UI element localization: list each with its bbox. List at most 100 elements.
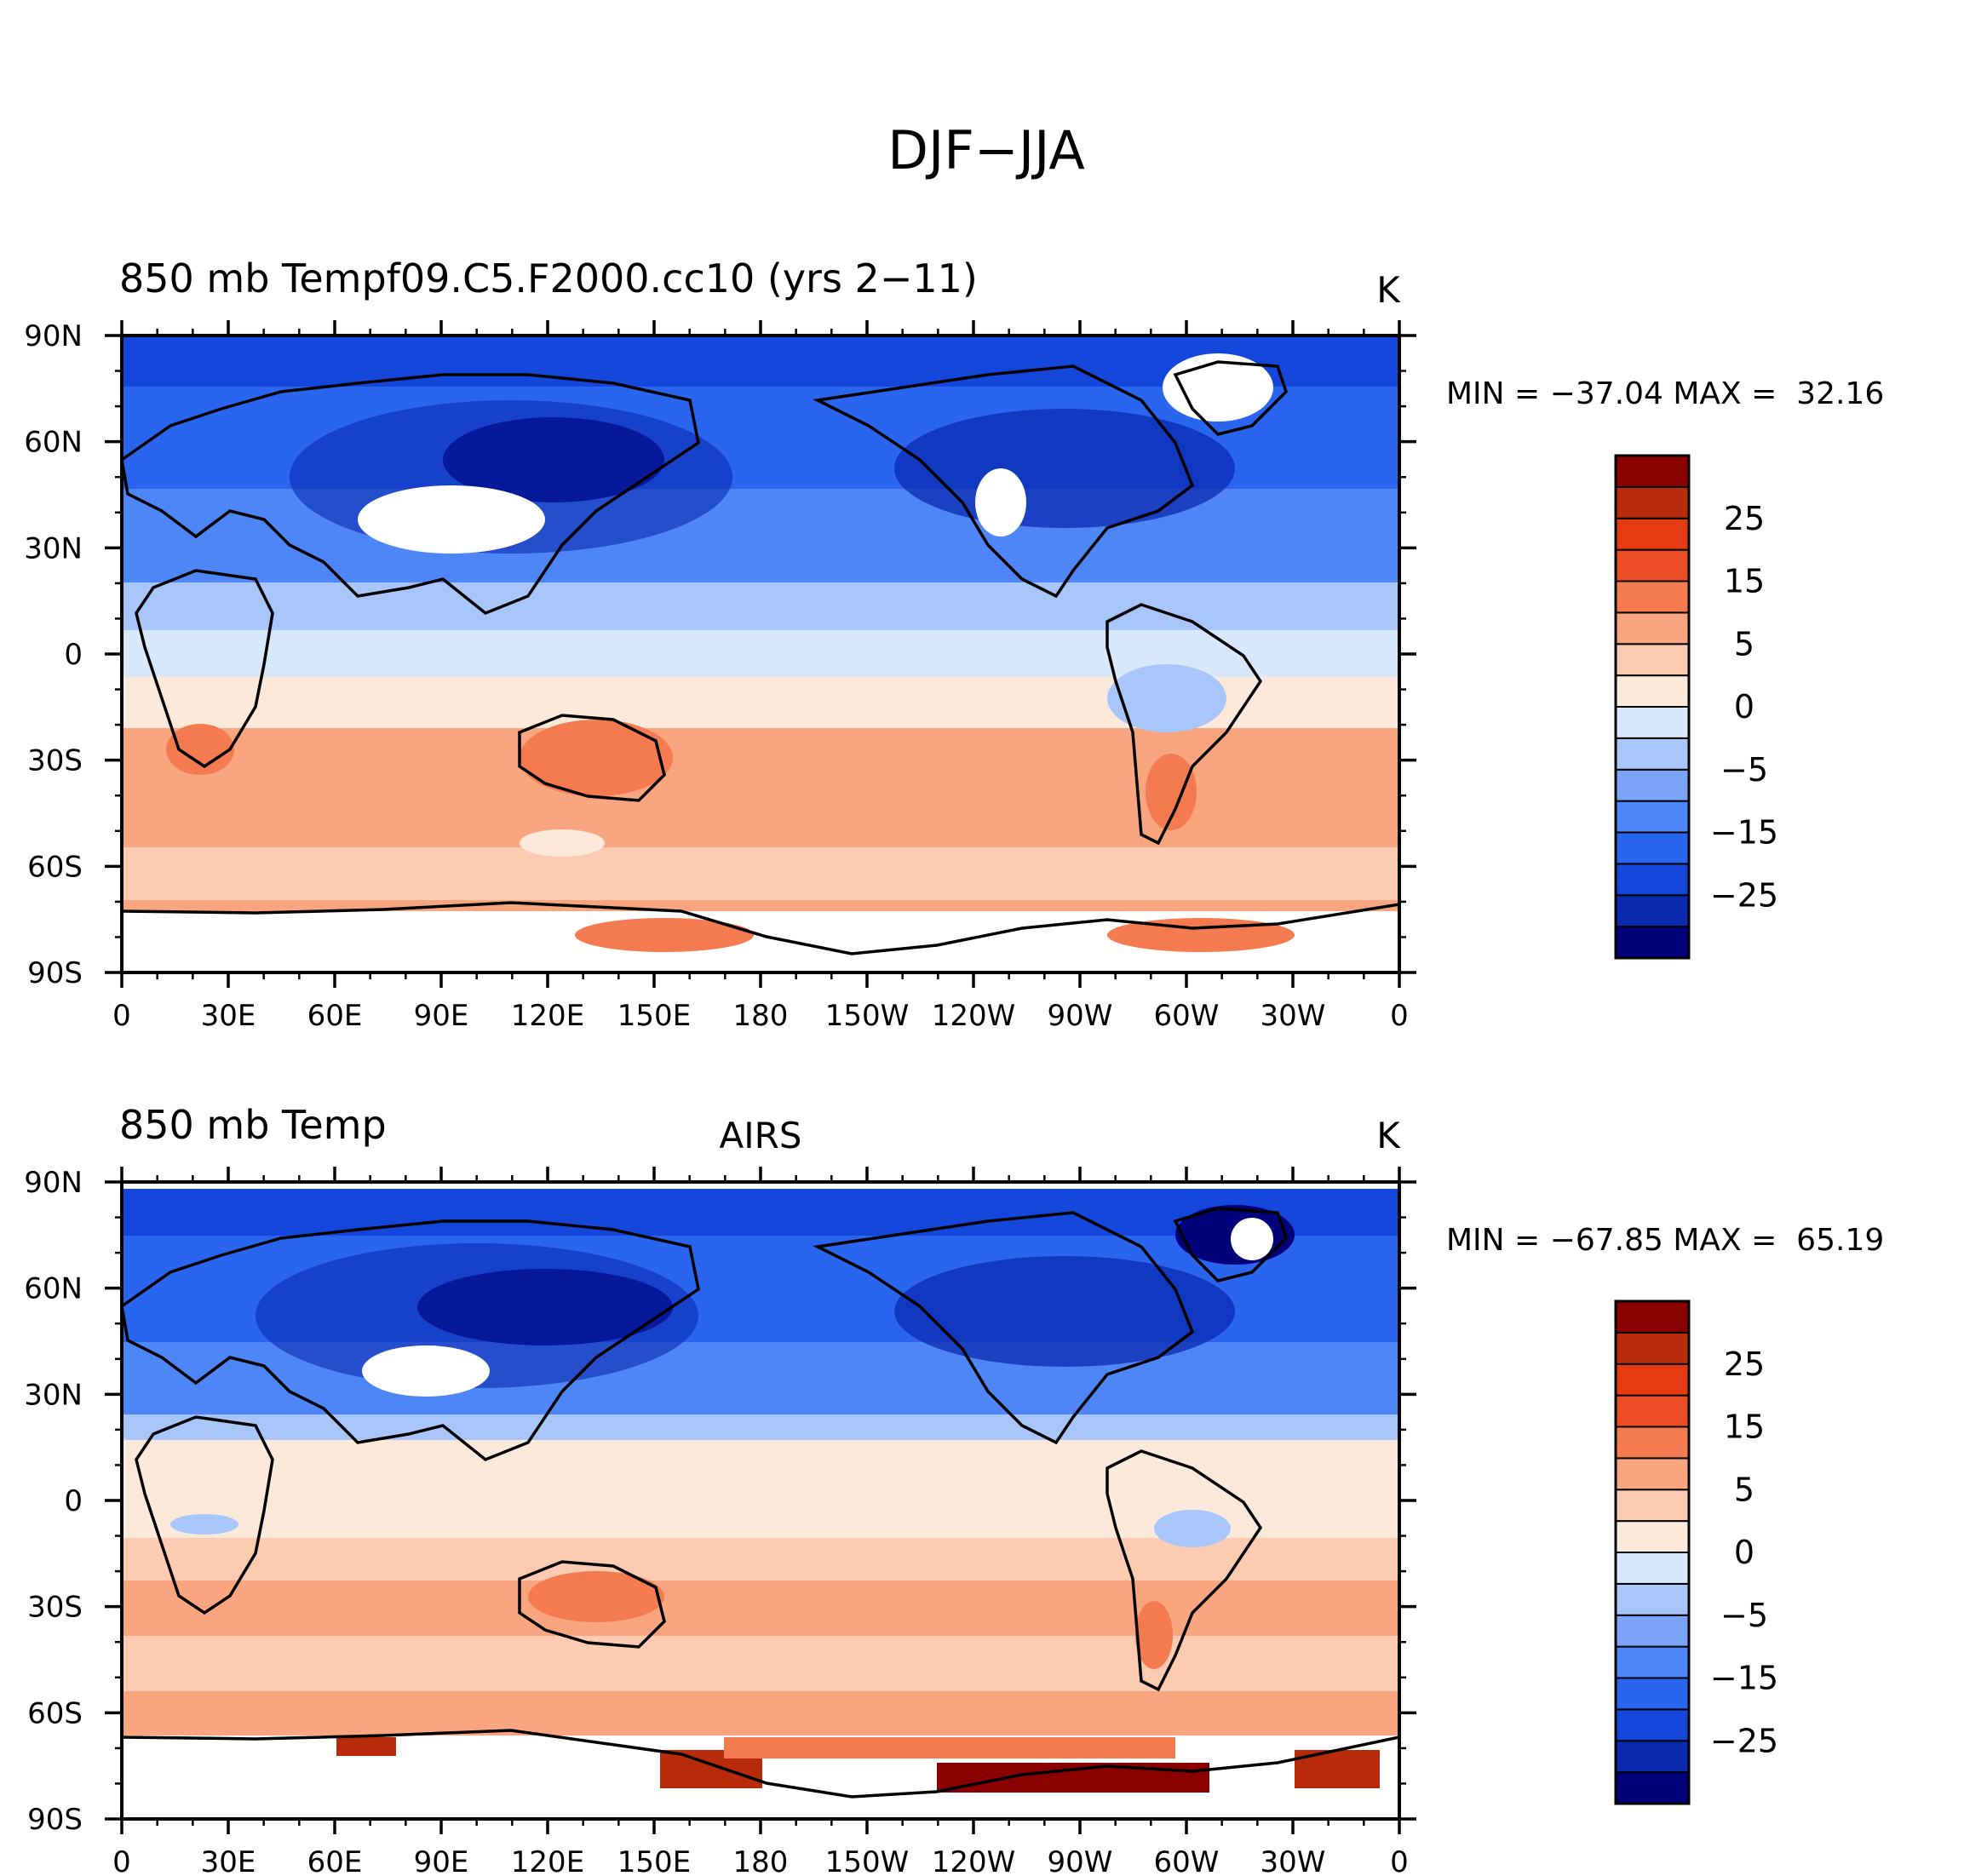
tibet-masked xyxy=(358,485,545,554)
canada-cold xyxy=(894,409,1235,528)
colorbar: 25 15 5 0 −5 −15 −25 xyxy=(1614,454,1778,960)
x-tick-label: 30W xyxy=(1261,1845,1326,1876)
colorbar-swatch xyxy=(1615,1331,1690,1365)
colorbar-label: 25 xyxy=(1724,500,1765,537)
band-trop-north xyxy=(122,582,1399,630)
x-tick-label: 0 xyxy=(112,1845,131,1876)
x-tick-label: 0 xyxy=(1390,1845,1409,1876)
colorbar-label: −25 xyxy=(1710,1722,1778,1759)
coastlines xyxy=(122,1207,1399,1799)
southern-africa-warm xyxy=(166,724,234,775)
x-tick-label: 60W xyxy=(1154,999,1220,1033)
x-tick-label: 120E xyxy=(511,999,584,1033)
coast-greenland xyxy=(1173,360,1289,436)
colorbar-swatch xyxy=(1615,1457,1690,1491)
colorbar-swatch xyxy=(1615,737,1690,771)
colorbar-label: 5 xyxy=(1734,1471,1754,1508)
band-trop-north xyxy=(122,1414,1399,1440)
x-tick-label: 90E xyxy=(414,999,469,1033)
x-tick-label: 150W xyxy=(825,999,910,1033)
y-tick-label: 0 xyxy=(64,1484,83,1518)
colorbar-swatch xyxy=(1615,706,1690,739)
colorbar-label: −5 xyxy=(1720,751,1768,789)
y-tick-label: 90S xyxy=(27,956,83,990)
colorbar-swatch xyxy=(1615,1645,1690,1679)
x-tick-label: 90E xyxy=(414,1845,469,1876)
x-tick-label: 0 xyxy=(1390,999,1409,1033)
colorbar-swatch xyxy=(1615,831,1690,865)
y-tick-label: 0 xyxy=(64,638,83,672)
australia-warm xyxy=(528,1571,664,1622)
colorbar-swatch xyxy=(1615,863,1690,897)
rockies-masked xyxy=(975,468,1026,536)
colorbar-swatch xyxy=(1615,1582,1690,1616)
tibet-masked xyxy=(362,1345,490,1397)
colorbar-label: 25 xyxy=(1724,1345,1765,1383)
australia-warm xyxy=(520,720,673,796)
colorbar: 25 15 5 0 −5 −15 −25 xyxy=(1614,1299,1778,1805)
y-tick-label: 60S xyxy=(27,1696,83,1730)
coast-antarctica xyxy=(122,1729,1399,1799)
panel-obs: 850 mb Temp AIRS K xyxy=(24,1102,1884,1876)
y-tick-label: 90N xyxy=(24,1166,83,1200)
x-tick-label: 30E xyxy=(201,1845,256,1876)
amazon-cool xyxy=(1107,664,1226,732)
colorbar-label: −15 xyxy=(1710,1660,1778,1697)
colorbar-swatch xyxy=(1615,1552,1690,1585)
y-tick-label: 30N xyxy=(24,1378,83,1412)
coast-eurasia xyxy=(122,1219,700,1462)
band-sh-mid xyxy=(122,847,1399,900)
south-pacific-pale xyxy=(520,829,605,857)
colorbar-swatch xyxy=(1615,1489,1690,1523)
y-tick-label: 90N xyxy=(24,319,83,353)
band-southern-ocean xyxy=(122,1691,1399,1735)
colorbar-swatch xyxy=(1615,674,1690,708)
map-field xyxy=(122,336,1399,972)
coast-africa xyxy=(135,569,274,769)
band-sh-subtrop xyxy=(122,1581,1399,1636)
coast-north-america xyxy=(813,1211,1195,1445)
colorbar-swatch xyxy=(1615,1394,1690,1428)
x-tick-label: 120E xyxy=(511,1845,584,1876)
argentina-warm xyxy=(1146,754,1197,830)
x-tick-label: 150E xyxy=(617,999,691,1033)
coast-australia xyxy=(518,714,666,802)
coast-south-america xyxy=(1105,603,1263,846)
colorbar-swatch xyxy=(1615,1300,1690,1334)
coast-africa xyxy=(135,1415,274,1615)
coastlines xyxy=(122,360,1399,955)
colorbar-swatch xyxy=(1615,1614,1690,1648)
y-tick-label: 30N xyxy=(24,531,83,565)
colorbar-label: 0 xyxy=(1734,1534,1754,1571)
panel-left-title: 850 mb Temp xyxy=(119,1102,387,1148)
x-tick-label: 180 xyxy=(733,1845,789,1876)
panel-center-title: AIRS xyxy=(720,1115,802,1156)
panel-stats: MIN = −67.85 MAX = 65.19 xyxy=(1446,1223,1884,1258)
colorbar-swatch xyxy=(1615,643,1690,677)
band-sh-subtrop xyxy=(122,728,1399,847)
x-tick-label: 90W xyxy=(1048,999,1113,1033)
greenland-ice xyxy=(1231,1218,1273,1260)
map-frame: 0 30E 60E 90E 120E 150E 180 150W 120W 90W 60W 30W 09… xyxy=(24,319,1416,1033)
coast-south-america xyxy=(1105,1449,1263,1692)
x-tick-label: 30E xyxy=(201,999,256,1033)
colorbar-label: −5 xyxy=(1720,1597,1768,1634)
antarctic-coast-warm xyxy=(724,1737,1175,1758)
panel-model: 850 mb Tempf09.C5.F2000.cc10 (yrs 2−11) … xyxy=(24,255,1884,1033)
colorbar-label: 0 xyxy=(1734,688,1754,726)
colorbar-swatch xyxy=(1615,580,1690,614)
colorbar-swatch xyxy=(1615,611,1690,645)
x-tick-label: 150E xyxy=(617,1845,691,1876)
colorbar-swatch xyxy=(1615,1771,1690,1804)
colorbar-swatch xyxy=(1615,1740,1690,1774)
coast-north-america xyxy=(813,364,1195,599)
x-tick-label: 90W xyxy=(1048,1845,1113,1876)
colorbar-swatch xyxy=(1615,548,1690,582)
colorbar-swatch xyxy=(1615,485,1690,519)
colorbar-swatch xyxy=(1615,1708,1690,1742)
coast-antarctica xyxy=(122,901,1399,955)
argentina-warm xyxy=(1135,1601,1173,1669)
panel-stats: MIN = −37.04 MAX = 32.16 xyxy=(1446,376,1884,411)
y-tick-label: 60N xyxy=(24,1272,83,1306)
